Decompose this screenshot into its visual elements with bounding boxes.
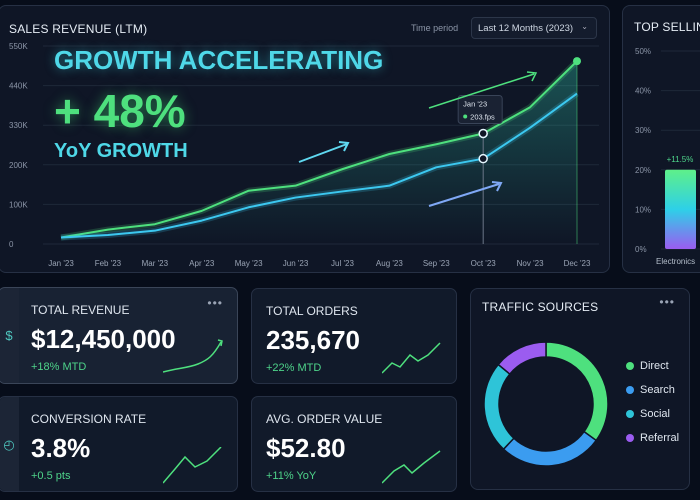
x-tick-label: Dec '23 <box>564 259 591 268</box>
legend-label: Social <box>640 408 670 420</box>
tooltip-dot <box>463 114 468 119</box>
trend-arrow-icon <box>298 141 350 163</box>
legend-label: Referral <box>640 432 680 444</box>
gauge-icon: ◴ <box>0 397 19 491</box>
top-selling-bar-chart: 0% 10% 20% 30% 40% 50% +11.5% Electronics <box>635 47 700 266</box>
card-value: $52.80 <box>266 433 346 463</box>
avg-order-value-card[interactable]: AVG. ORDER VALUE $52.80 +11% YoY <box>251 396 457 492</box>
x-tick-label: Apr '23 <box>189 259 215 268</box>
y-tick-label: 40% <box>635 87 651 96</box>
time-period-select[interactable]: Last 12 Months (2023) ⌄ <box>471 17 597 39</box>
data-point <box>478 128 488 139</box>
card-label: AVG. ORDER VALUE <box>266 412 383 426</box>
trend-arrow-icon <box>428 181 503 207</box>
top-selling-panel: TOP SELLIN 0% 10% 20% 30% 40% 50% +11.5% Electr… <box>622 5 700 273</box>
y-tick-label: 10% <box>635 205 651 214</box>
bar <box>665 169 696 249</box>
card-change: +18% MTD <box>31 361 87 373</box>
sparkline <box>163 447 222 484</box>
tooltip <box>457 94 503 124</box>
legend-swatch <box>626 434 634 442</box>
card-value: $12,450,000 <box>31 324 176 354</box>
legend-label: Search <box>640 384 675 396</box>
sales-revenue-panel: SALES REVENUE (LTM) Time period Last 12 … <box>0 5 610 273</box>
legend-swatch <box>626 386 634 394</box>
data-point <box>573 57 581 66</box>
x-tick-label: Mar '23 <box>142 259 169 268</box>
x-tick-label: May '23 <box>235 259 263 268</box>
donut-slice-direct <box>545 341 609 442</box>
more-icon[interactable]: ••• <box>659 295 675 309</box>
card-label: TOTAL REVENUE <box>31 303 130 317</box>
bar-data-label: +11.5% <box>667 155 694 164</box>
card-label: CONVERSION RATE <box>31 412 147 426</box>
y-tick-label: 550K <box>9 42 28 51</box>
y-tick-label: 330K <box>9 121 28 130</box>
card-label: TOTAL ORDERS <box>266 304 358 318</box>
time-period-label: Time period <box>411 23 459 33</box>
dollar-icon: $ <box>0 288 19 383</box>
total-orders-card[interactable]: TOTAL ORDERS 235,670 +22% MTD <box>251 288 457 384</box>
y-tick-label: 30% <box>635 126 651 135</box>
x-tick-label: Feb '23 <box>95 259 122 268</box>
conversion-rate-card[interactable]: ◴ CONVERSION RATE 3.8% +0.5 pts <box>0 396 238 492</box>
card-change: +0.5 pts <box>31 470 71 482</box>
x-tick-label: Jan '23 <box>48 259 74 268</box>
legend-social: Social <box>626 408 670 420</box>
x-tick-label: Jul '23 <box>331 259 354 268</box>
y-tick-label: 0% <box>635 245 647 254</box>
x-tick-label: Nov '23 <box>517 259 544 268</box>
donut-slice-search <box>502 430 598 467</box>
chevron-down-icon: ⌄ <box>581 22 588 31</box>
tooltip-title: Jan '23 <box>463 99 487 108</box>
y-tick-label: 50% <box>635 47 651 56</box>
y-tick-label: 440K <box>9 82 28 91</box>
traffic-donut-chart <box>483 341 609 467</box>
tooltip-value: 203.fps <box>470 112 495 121</box>
area-fill <box>61 61 577 245</box>
sparkline <box>382 450 441 484</box>
more-icon[interactable]: ••• <box>207 296 223 310</box>
legend-search: Search <box>626 384 675 396</box>
headline: GROWTH ACCELERATING <box>54 45 384 75</box>
growth-stat: + 48% <box>54 85 186 137</box>
sparkline <box>382 342 441 374</box>
y-tick-label: 20% <box>635 166 651 175</box>
panel-title: TOP SELLIN <box>634 20 700 34</box>
legend-swatch <box>626 410 634 418</box>
x-tick-label: Oct '23 <box>471 259 497 268</box>
revenue-line-chart: 0 100K 200K 330K 440K 550K Jan '23 Feb '23 Mar '… <box>9 42 599 268</box>
legend-label: Direct <box>640 360 669 372</box>
sparkline <box>163 339 223 373</box>
series-line-1 <box>60 92 578 239</box>
donut-slice-social <box>483 363 515 451</box>
y-tick-label: 100K <box>9 200 28 209</box>
legend-referral: Referral <box>626 432 679 444</box>
time-period-value: Last 12 Months (2023) <box>478 23 574 34</box>
x-tick-label: Electronics <box>656 257 695 266</box>
donut-slice-referral <box>497 341 547 376</box>
data-point <box>478 153 488 164</box>
card-change: +11% YoY <box>266 470 317 482</box>
total-revenue-card[interactable]: $ TOTAL REVENUE ••• $12,450,000 +18% MTD <box>0 287 238 384</box>
card-value: 3.8% <box>31 433 91 463</box>
card-change: +22% MTD <box>266 362 322 374</box>
panel-title: TRAFFIC SOURCES <box>482 300 599 314</box>
traffic-sources-panel: TRAFFIC SOURCES ••• Direct Search Social… <box>470 288 690 490</box>
trend-arrow-icon <box>428 71 538 109</box>
legend-direct: Direct <box>626 360 669 372</box>
series-line-0 <box>60 60 578 239</box>
growth-stat-label: YoY GROWTH <box>54 140 188 162</box>
y-tick-label: 0 <box>9 240 14 249</box>
x-tick-label: Sep '23 <box>423 259 450 268</box>
x-tick-label: Aug '23 <box>376 259 403 268</box>
y-tick-label: 200K <box>9 161 28 170</box>
legend-swatch <box>626 362 634 370</box>
panel-title: SALES REVENUE (LTM) <box>9 22 148 36</box>
x-tick-label: Jun '23 <box>283 259 309 268</box>
card-value: 235,670 <box>266 325 360 355</box>
